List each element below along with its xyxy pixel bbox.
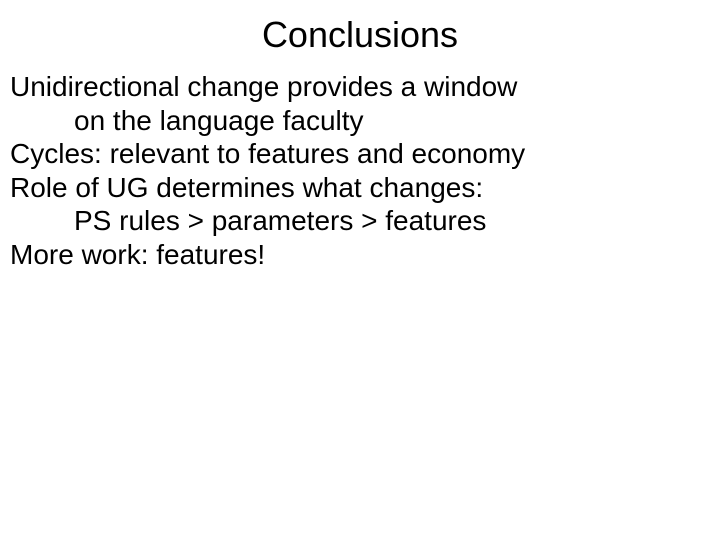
slide-body: Unidirectional change provides a window … [10,70,710,272]
slide-container: Conclusions Unidirectional change provid… [0,0,720,282]
body-line: More work: features! [10,238,710,272]
body-line: Unidirectional change provides a window [10,70,710,104]
body-line: PS rules > parameters > features [10,204,710,238]
slide-title: Conclusions [10,14,710,56]
body-line: Cycles: relevant to features and economy [10,137,710,171]
body-line: Role of UG determines what changes: [10,171,710,205]
body-line: on the language faculty [10,104,710,138]
